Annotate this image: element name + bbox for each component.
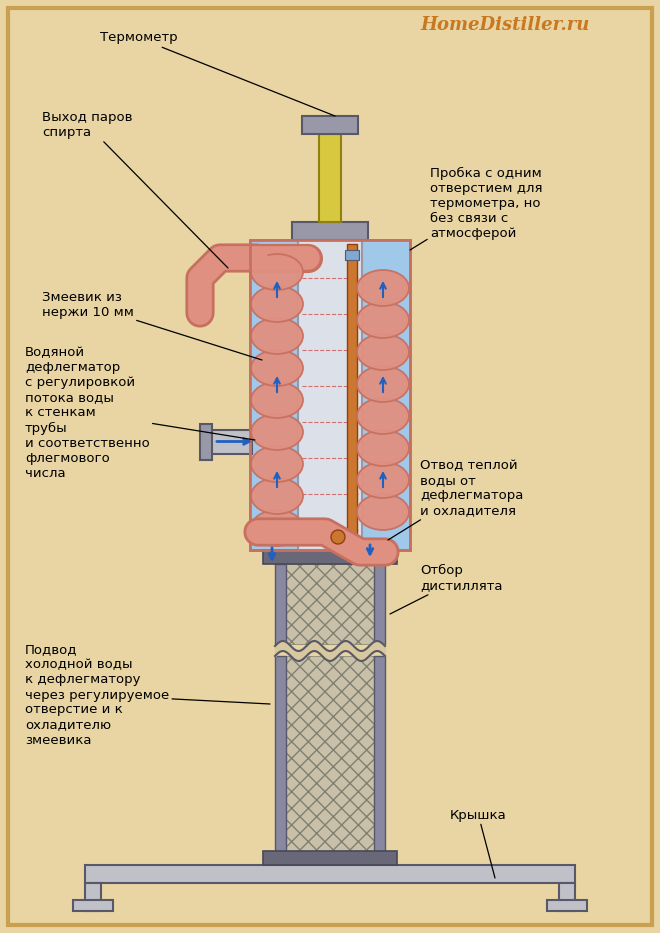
Ellipse shape — [251, 478, 303, 514]
Bar — [302, 116, 358, 134]
Text: Выход паров
спирта: Выход паров спирта — [42, 111, 228, 268]
Text: HomeDistiller.ru: HomeDistiller.ru — [420, 16, 589, 34]
Bar — [73, 900, 113, 911]
Bar — [263, 550, 397, 564]
Bar — [263, 851, 397, 865]
Text: Змеевик из
нержи 10 мм: Змеевик из нержи 10 мм — [42, 291, 262, 360]
Bar — [374, 656, 385, 851]
Text: Крышка: Крышка — [450, 809, 507, 878]
Bar — [250, 240, 410, 550]
Bar — [559, 883, 575, 911]
Bar — [319, 134, 341, 222]
Bar — [286, 656, 374, 851]
Bar — [361, 241, 409, 549]
Bar — [275, 564, 286, 644]
Ellipse shape — [251, 446, 303, 482]
Bar — [200, 424, 212, 459]
Ellipse shape — [357, 270, 409, 306]
Ellipse shape — [251, 510, 303, 546]
Ellipse shape — [251, 414, 303, 450]
Bar — [85, 865, 575, 883]
Ellipse shape — [251, 254, 303, 290]
Bar — [275, 656, 286, 851]
Bar — [250, 240, 410, 550]
Bar — [85, 883, 101, 911]
Ellipse shape — [357, 494, 409, 530]
Text: Водяной
дефлегматор
с регулировкой
потока воды
к стенкам
трубы
и соответственно
: Водяной дефлегматор с регулировкой поток… — [25, 346, 255, 480]
Ellipse shape — [251, 382, 303, 418]
Bar — [298, 240, 362, 550]
Ellipse shape — [251, 350, 303, 386]
Text: Отвод теплой
воды от
дефлегматора
и охладителя: Отвод теплой воды от дефлегматора и охла… — [388, 459, 523, 540]
Bar — [251, 241, 299, 549]
Ellipse shape — [357, 398, 409, 434]
Bar — [208, 429, 252, 453]
Text: Отбор
дистиллята: Отбор дистиллята — [390, 564, 502, 614]
Bar — [292, 222, 368, 240]
Bar — [547, 900, 587, 911]
Ellipse shape — [357, 366, 409, 402]
Ellipse shape — [357, 334, 409, 370]
Bar — [286, 564, 374, 644]
Ellipse shape — [251, 286, 303, 322]
Ellipse shape — [357, 302, 409, 338]
Text: Термометр: Термометр — [100, 32, 335, 116]
Ellipse shape — [251, 318, 303, 354]
Ellipse shape — [357, 430, 409, 466]
Text: Пробка с одним
отверстием для
термометра, но
без связи с
атмосферой: Пробка с одним отверстием для термометра… — [410, 166, 543, 250]
Bar — [345, 250, 359, 260]
Bar — [347, 244, 357, 542]
Ellipse shape — [357, 462, 409, 498]
Text: Подвод
холодной воды
к дефлегматору
через регулируемое
отверстие и к
охладителю
: Подвод холодной воды к дефлегматору чере… — [25, 644, 270, 746]
Bar — [374, 564, 385, 644]
Ellipse shape — [331, 530, 345, 544]
